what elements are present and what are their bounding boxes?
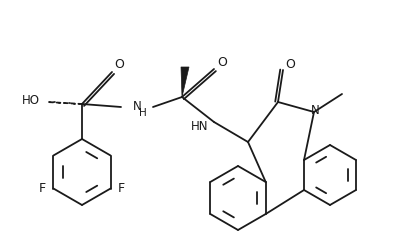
Text: F: F bbox=[39, 182, 46, 195]
Text: HN: HN bbox=[191, 120, 209, 134]
Text: F: F bbox=[118, 182, 125, 195]
Text: O: O bbox=[114, 58, 124, 71]
Text: N: N bbox=[311, 104, 319, 118]
Text: O: O bbox=[285, 58, 295, 70]
Text: O: O bbox=[217, 56, 227, 68]
Polygon shape bbox=[181, 67, 189, 97]
Text: H: H bbox=[139, 108, 147, 118]
Text: HO: HO bbox=[22, 94, 40, 108]
Text: N: N bbox=[132, 100, 141, 112]
